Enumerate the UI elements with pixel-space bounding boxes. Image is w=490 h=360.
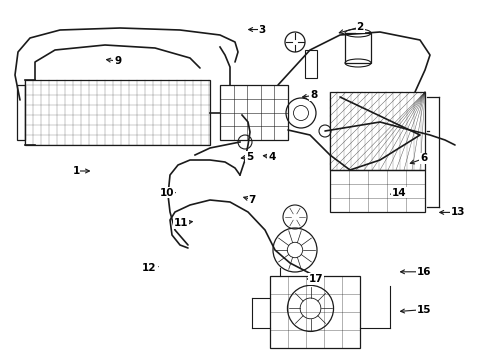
Text: 16: 16	[416, 267, 431, 277]
Text: 15: 15	[416, 305, 431, 315]
Bar	[305, 50, 317, 78]
Text: 12: 12	[142, 263, 157, 273]
Text: 2: 2	[357, 22, 364, 32]
Bar	[345, 33, 371, 63]
Text: 3: 3	[259, 24, 266, 35]
Bar	[330, 170, 425, 212]
Text: 9: 9	[114, 56, 121, 66]
Bar	[270, 276, 360, 348]
Text: 6: 6	[420, 153, 427, 163]
Text: 13: 13	[451, 207, 465, 217]
Text: 17: 17	[309, 274, 323, 284]
Text: 14: 14	[392, 188, 407, 198]
Text: 7: 7	[248, 195, 256, 205]
Text: 11: 11	[174, 218, 189, 228]
Bar	[220, 85, 288, 140]
Text: 8: 8	[310, 90, 317, 100]
Text: 4: 4	[268, 152, 276, 162]
Bar	[25, 80, 210, 145]
Text: 5: 5	[246, 152, 253, 162]
Text: 1: 1	[73, 166, 79, 176]
Bar	[17, 85, 25, 140]
Bar	[330, 92, 425, 170]
Text: 10: 10	[159, 188, 174, 198]
